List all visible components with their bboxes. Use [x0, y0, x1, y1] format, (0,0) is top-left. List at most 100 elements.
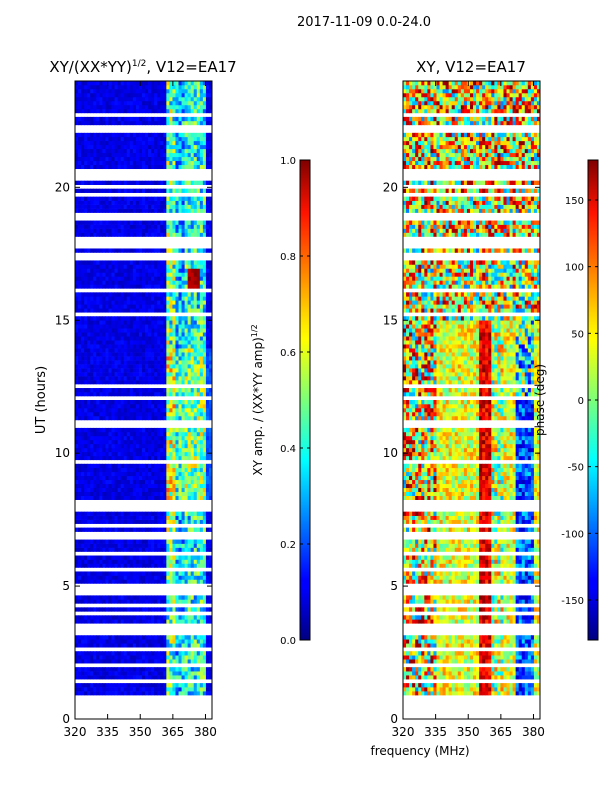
amplitude-cell	[78, 188, 82, 193]
amplitude-cell	[193, 455, 198, 461]
amplitude-cell	[175, 220, 179, 225]
amplitude-cell	[160, 224, 164, 229]
amplitude-cell	[105, 292, 109, 297]
amplitude-cell	[84, 607, 88, 612]
amplitude-cell	[129, 443, 134, 449]
amplitude-cell	[157, 356, 161, 361]
amplitude-cell	[199, 595, 204, 600]
amplitude-cell	[132, 220, 137, 225]
amplitude-cell	[114, 340, 119, 345]
amplitude-cell	[160, 336, 164, 341]
amplitude-cell	[99, 88, 103, 94]
amplitude-cell	[160, 539, 164, 544]
amplitude-cell	[160, 292, 164, 297]
amplitude-cell	[75, 364, 79, 369]
amplitude-cell	[199, 272, 204, 277]
amplitude-cell	[114, 292, 119, 297]
amplitude-cell	[190, 403, 195, 409]
amplitude-cell	[166, 380, 170, 385]
amplitude-cell	[102, 619, 106, 624]
amplitude-cell	[187, 400, 192, 405]
amplitude-cell	[169, 136, 173, 142]
amplitude-cell	[90, 392, 94, 397]
amplitude-cell	[175, 300, 179, 305]
amplitude-cell	[129, 543, 134, 548]
amplitude-cell	[126, 116, 131, 122]
amplitude-cell	[84, 360, 88, 365]
amplitude-cell	[184, 140, 189, 146]
amplitude-cell	[163, 575, 167, 580]
amplitude-cell	[175, 407, 179, 413]
amplitude-cell	[135, 164, 140, 170]
amplitude-cell	[105, 88, 109, 94]
amplitude-cell	[196, 284, 201, 289]
amplitude-cell	[199, 575, 204, 580]
amplitude-cell	[78, 403, 82, 409]
amplitude-cell	[178, 495, 182, 500]
amplitude-cell	[120, 675, 125, 680]
amplitude-cell	[117, 228, 122, 233]
amplitude-cell	[193, 180, 198, 185]
amplitude-cell	[141, 527, 146, 532]
amplitude-cell	[126, 463, 131, 469]
amplitude-cell	[117, 156, 122, 162]
amplitude-cell	[187, 655, 192, 660]
amplitude-cell	[141, 675, 146, 680]
amplitude-cell	[78, 272, 82, 277]
amplitude-cell	[202, 160, 207, 166]
amplitude-cell	[172, 495, 176, 500]
amplitude-cell	[181, 156, 185, 162]
amplitude-cell	[202, 447, 207, 453]
amplitude-cell	[145, 455, 149, 461]
amplitude-cell	[123, 296, 128, 301]
amplitude-cell	[196, 491, 201, 496]
amplitude-cell	[117, 292, 122, 297]
amplitude-cell	[181, 260, 185, 265]
amplitude-cell	[157, 667, 161, 672]
amplitude-cell	[96, 643, 100, 648]
amplitude-cell	[205, 336, 210, 341]
amplitude-cell	[108, 200, 112, 205]
amplitude-cell	[93, 511, 97, 516]
amplitude-cell	[138, 188, 143, 193]
amplitude-cell	[105, 595, 109, 600]
amplitude-cell	[205, 220, 210, 225]
amplitude-cell	[196, 88, 201, 94]
amplitude-cell	[93, 555, 97, 560]
amplitude-cell	[151, 519, 155, 524]
amplitude-cell	[141, 651, 146, 656]
amplitude-cell	[160, 188, 164, 193]
amplitude-cell	[81, 463, 85, 469]
amplitude-cell	[81, 651, 85, 656]
amplitude-cell	[172, 224, 176, 229]
amplitude-cell	[148, 152, 152, 158]
amplitude-cell	[193, 539, 198, 544]
amplitude-cell	[102, 691, 106, 696]
amplitude-cell	[151, 571, 155, 576]
amplitude-cell	[123, 300, 128, 305]
amplitude-cell	[202, 539, 207, 544]
amplitude-cell	[111, 427, 115, 433]
amplitude-cell	[123, 108, 128, 114]
amplitude-cell	[169, 208, 173, 213]
amplitude-cell	[160, 519, 164, 524]
amplitude-cell	[123, 316, 128, 321]
amplitude-cell	[208, 156, 212, 162]
amplitude-cell	[135, 140, 140, 146]
amplitude-cell	[84, 268, 88, 273]
amplitude-cell	[132, 571, 137, 576]
amplitude-cell	[163, 280, 167, 285]
amplitude-cell	[105, 543, 109, 548]
amplitude-cell	[114, 607, 119, 612]
amplitude-cell	[205, 328, 210, 333]
amplitude-cell	[126, 691, 131, 696]
amplitude-cell	[160, 232, 164, 237]
amplitude-cell	[78, 407, 82, 413]
amplitude-cell	[154, 356, 158, 361]
amplitude-cell	[99, 539, 103, 544]
amplitude-cell	[145, 324, 149, 329]
amplitude-cell	[84, 595, 88, 600]
amplitude-cell	[178, 308, 182, 313]
amplitude-cell	[75, 527, 79, 532]
amplitude-cell	[81, 264, 85, 269]
